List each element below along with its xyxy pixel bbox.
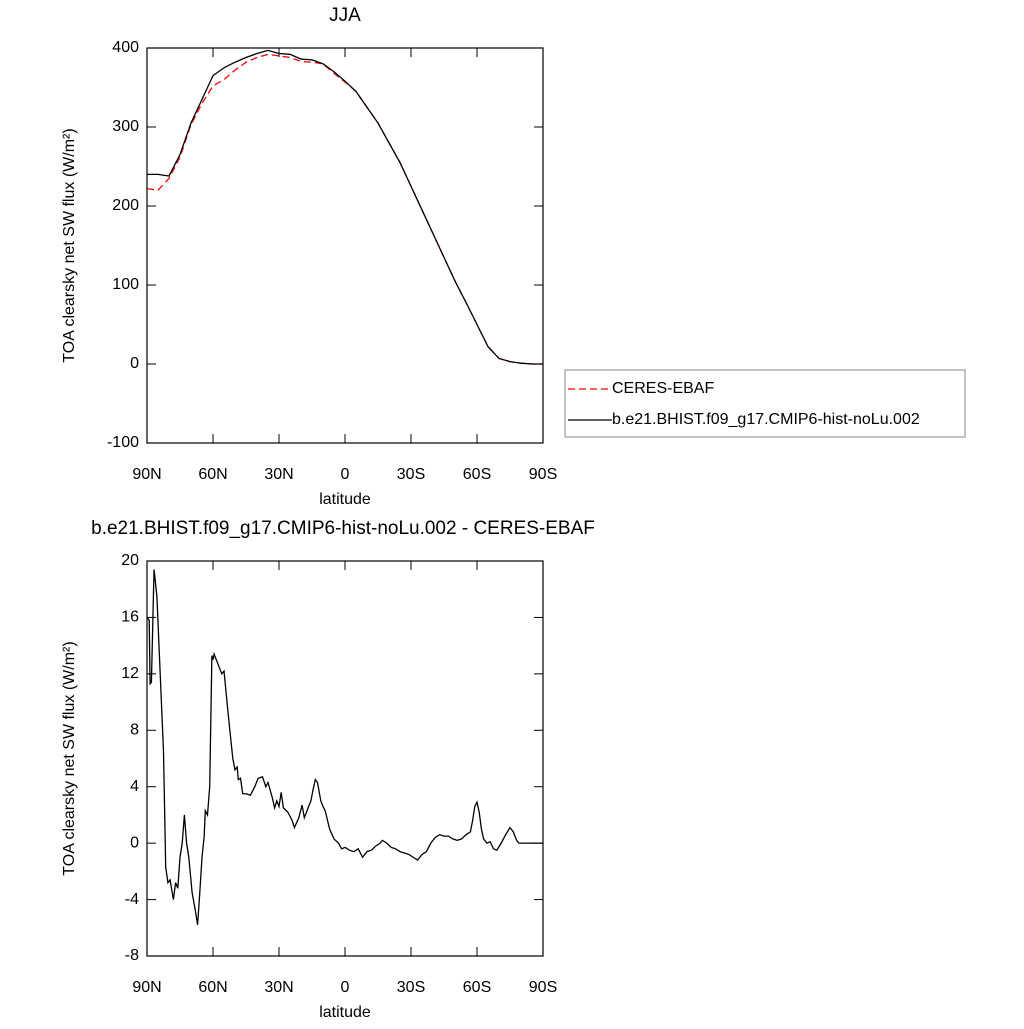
y-tick-label: 0 bbox=[130, 355, 139, 372]
y-tick-label: 4 bbox=[130, 778, 139, 795]
legend-label: b.e21.BHIST.f09_g17.CMIP6-hist-noLu.002 bbox=[612, 411, 920, 428]
x-tick-label: 30S bbox=[397, 979, 425, 996]
data-line bbox=[146, 53, 543, 365]
y-axis-title: TOA clearsky net SW flux (W/m²) bbox=[61, 128, 78, 362]
x-axis-title: latitude bbox=[319, 491, 371, 508]
x-tick-label: 0 bbox=[341, 979, 350, 996]
y-tick-label: 100 bbox=[112, 276, 139, 293]
legend-box bbox=[564, 369, 966, 438]
y-tick-label: 16 bbox=[121, 609, 139, 626]
x-tick-label: 30S bbox=[397, 466, 425, 483]
x-axis-title: latitude bbox=[319, 1004, 371, 1021]
y-tick-label: 400 bbox=[112, 39, 139, 56]
y-tick-label: 200 bbox=[112, 197, 139, 214]
x-tick-label: 60N bbox=[198, 979, 227, 996]
y-tick-label: 0 bbox=[130, 834, 139, 851]
y-tick-label: -4 bbox=[125, 891, 139, 908]
x-tick-label: 0 bbox=[341, 466, 350, 483]
y-tick-label: -8 bbox=[125, 947, 139, 964]
plot-frame bbox=[146, 560, 544, 957]
chart-title: JJA bbox=[329, 5, 361, 26]
y-tick-label: -100 bbox=[107, 434, 139, 451]
x-tick-label: 60S bbox=[463, 466, 491, 483]
y-tick-label: 12 bbox=[121, 665, 139, 682]
data-line bbox=[147, 49, 543, 365]
x-tick-label: 90S bbox=[529, 979, 557, 996]
y-axis-title: TOA clearsky net SW flux (W/m²) bbox=[61, 641, 78, 875]
data-line bbox=[146, 569, 543, 926]
x-tick-label: 30N bbox=[264, 979, 293, 996]
x-tick-label: 30N bbox=[264, 466, 293, 483]
x-tick-label: 60S bbox=[463, 979, 491, 996]
chart-title: b.e21.BHIST.f09_g17.CMIP6-hist-noLu.002 … bbox=[91, 518, 595, 539]
plot-frame bbox=[146, 47, 544, 444]
x-tick-label: 90N bbox=[132, 979, 161, 996]
x-tick-label: 90S bbox=[529, 466, 557, 483]
x-tick-label: 60N bbox=[198, 466, 227, 483]
y-tick-label: 20 bbox=[121, 552, 139, 569]
y-tick-label: 300 bbox=[112, 118, 139, 135]
y-tick-label: 8 bbox=[130, 722, 139, 739]
legend-label: CERES-EBAF bbox=[612, 380, 714, 397]
x-tick-label: 90N bbox=[132, 466, 161, 483]
